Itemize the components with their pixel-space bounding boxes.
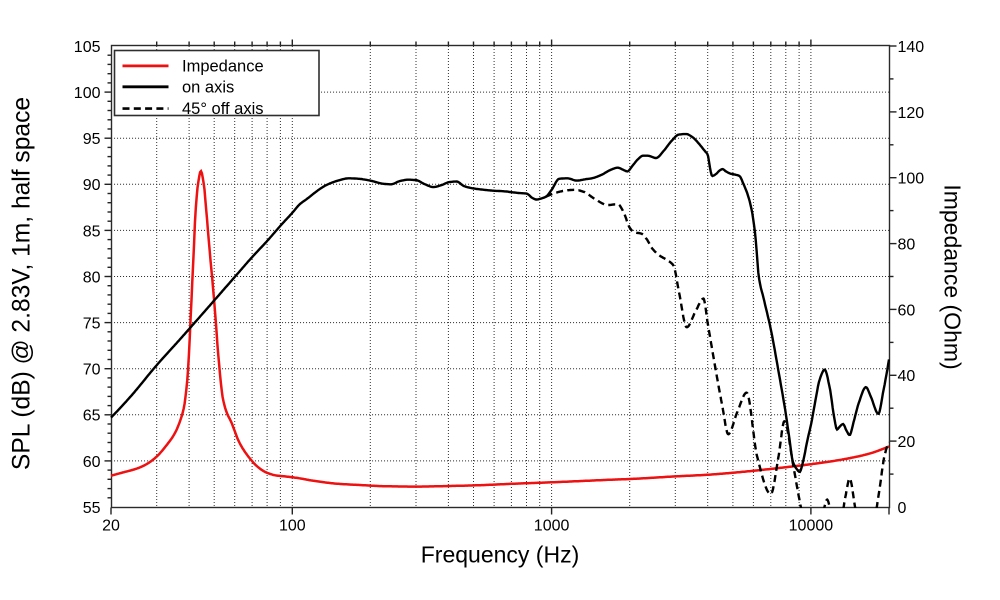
svg-text:95: 95 (83, 131, 101, 148)
svg-text:100: 100 (74, 85, 101, 102)
svg-text:55: 55 (83, 500, 101, 517)
svg-text:Impedance: Impedance (182, 58, 264, 76)
svg-text:70: 70 (83, 362, 101, 379)
svg-text:60: 60 (83, 454, 101, 471)
svg-text:45° off axis: 45° off axis (182, 100, 264, 118)
svg-text:Frequency (Hz): Frequency (Hz) (421, 542, 579, 568)
svg-text:10000: 10000 (789, 518, 834, 535)
svg-text:140: 140 (898, 39, 925, 56)
svg-text:40: 40 (898, 368, 916, 385)
svg-text:85: 85 (83, 223, 101, 240)
svg-text:20: 20 (102, 518, 120, 535)
svg-text:80: 80 (898, 237, 916, 254)
svg-text:100: 100 (279, 518, 306, 535)
svg-text:on axis: on axis (182, 78, 234, 96)
svg-text:65: 65 (83, 408, 101, 425)
svg-text:100: 100 (898, 171, 925, 188)
svg-text:75: 75 (83, 316, 101, 333)
svg-text:0: 0 (898, 500, 907, 517)
svg-text:1000: 1000 (534, 518, 570, 535)
svg-text:120: 120 (898, 105, 925, 122)
svg-text:20: 20 (898, 434, 916, 451)
svg-text:90: 90 (83, 177, 101, 194)
svg-text:105: 105 (74, 39, 101, 56)
svg-text:60: 60 (898, 302, 916, 319)
svg-text:80: 80 (83, 269, 101, 286)
svg-text:SPL (dB) @ 2.83V, 1m, half spa: SPL (dB) @ 2.83V, 1m, half space (9, 97, 36, 470)
svg-text:Impedance (Ohm): Impedance (Ohm) (940, 184, 966, 369)
